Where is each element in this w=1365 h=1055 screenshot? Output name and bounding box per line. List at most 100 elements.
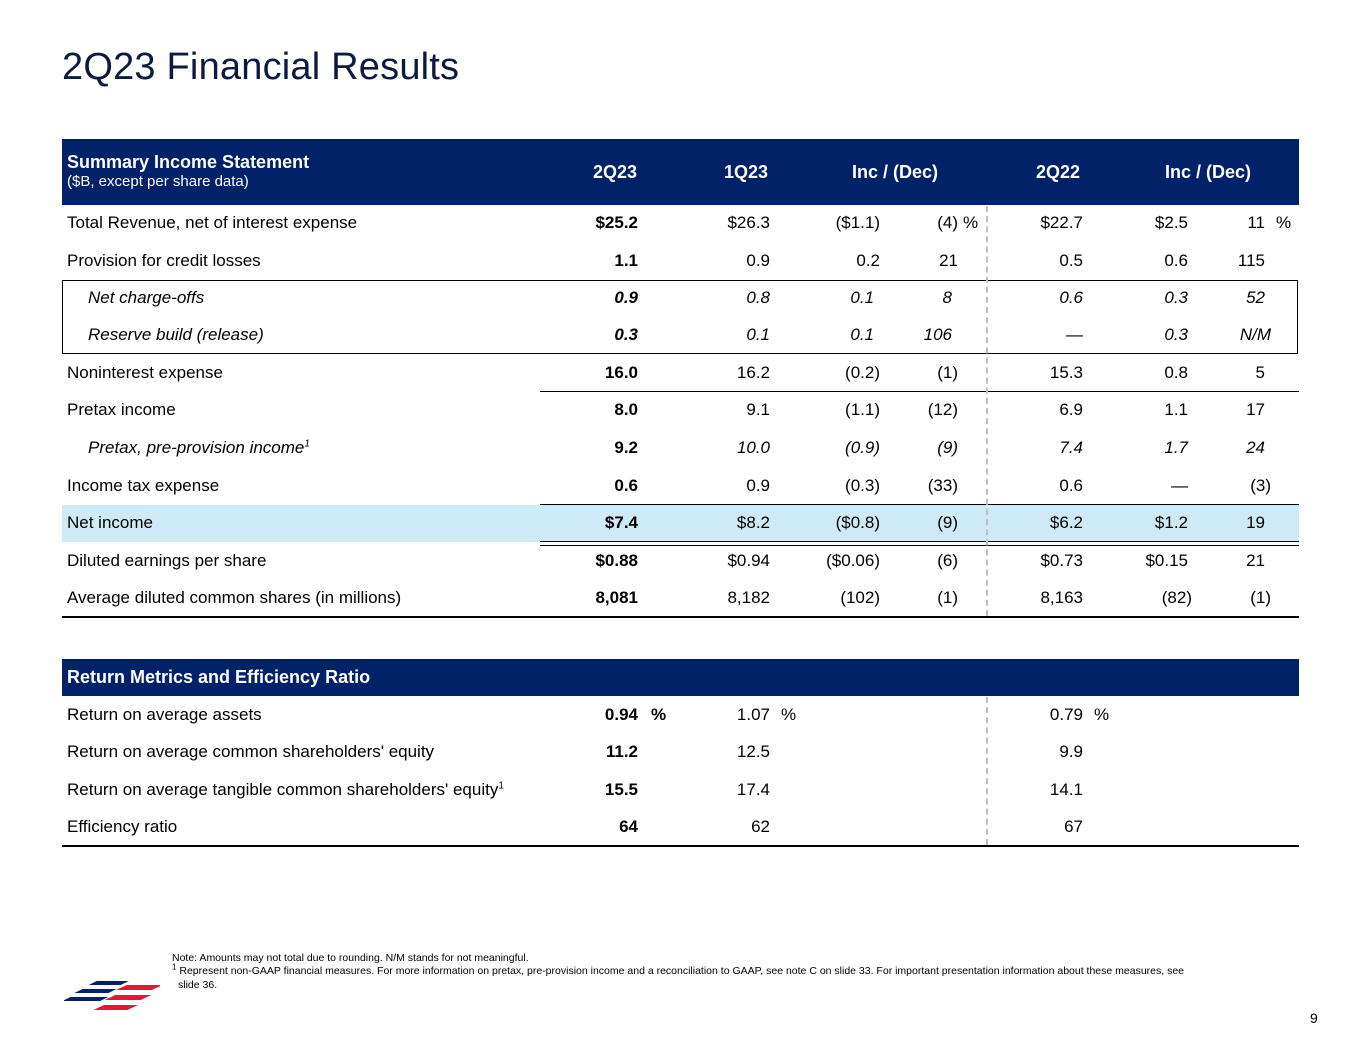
net-charge-offs-pct-2q: 52 [1246, 288, 1265, 307]
returns-bottom-rule [62, 845, 1299, 847]
net-income-inc-1q: ($0.8) [835, 513, 880, 532]
rotce-1q23: 17.4 [736, 780, 770, 799]
noninterest-expense-inc-1q: (0.2) [845, 363, 880, 382]
reserve-build-pct-1q: 106 [923, 325, 952, 344]
total-revenue-inc-2q: $2.5 [1154, 213, 1188, 232]
total-revenue-1q23: $26.3 [727, 213, 770, 232]
net-charge-offs-inc-1q: 0.1 [850, 288, 874, 307]
avg-diluted-shares-1q23: 8,182 [727, 588, 770, 607]
pretax-pre-provision-inc-2q: 1.7 [1164, 438, 1188, 457]
income-tax-1q23: 0.9 [746, 476, 770, 495]
efficiency-ratio-1q23: 62 [751, 817, 770, 836]
diluted-eps-inc-2q: $0.15 [1145, 551, 1188, 570]
provision-inc-1q: 0.2 [856, 251, 880, 270]
noninterest-expense-pct-1q: (1) [937, 363, 958, 382]
net-income-2q22: $6.2 [1049, 513, 1083, 532]
income-tax-inc-1q: (0.3) [845, 476, 880, 495]
net-income-highlight [62, 505, 1299, 542]
page-number: 9 [1310, 1010, 1318, 1026]
reserve-build-2q22: — [1066, 325, 1083, 344]
row-label-efficiency-ratio: Efficiency ratio [67, 817, 178, 836]
total-revenue-pct-unit-1q: % [963, 213, 979, 232]
income-header-label: Summary Income Statement [67, 152, 310, 172]
income-tax-2q22: 0.6 [1059, 476, 1083, 495]
reserve-build-inc-1q: 0.1 [850, 325, 874, 344]
rule-after-net-income-1 [540, 541, 1299, 542]
row-label-reserve-build: Reserve build (release) [88, 325, 264, 344]
row-label-income-tax: Income tax expense [67, 476, 220, 495]
diluted-eps-2q23: $0.88 [595, 551, 638, 570]
net-charge-offs-pct-1q: 8 [942, 288, 952, 307]
row-label-diluted-eps: Diluted earnings per share [67, 551, 267, 570]
pretax-income-pct-2q: 17 [1246, 400, 1265, 419]
pretax-pre-provision-2q23: 9.2 [614, 438, 638, 457]
diluted-eps-pct-2q: 21 [1246, 551, 1265, 570]
pretax-income-2q23: 8.0 [614, 400, 638, 419]
pretax-pre-provision-pct-1q: (9) [937, 438, 958, 457]
noninterest-expense-1q23: 16.2 [736, 363, 770, 382]
footnote-rounding: Note: Amounts may not total due to round… [172, 952, 529, 964]
col-header-2q23: 2Q23 [592, 162, 638, 182]
total-revenue-2q22: $22.7 [1040, 213, 1083, 232]
avg-diluted-shares-inc-2q: (82) [1161, 588, 1192, 607]
noninterest-expense-2q23: 16.0 [604, 363, 638, 382]
pretax-income-inc-1q: (1.1) [845, 400, 880, 419]
provision-detail-box [62, 280, 1298, 354]
row-label-pretax-pre-provision: Pretax, pre-provision income1 [88, 438, 310, 458]
net-income-1q23: $8.2 [736, 513, 770, 532]
diluted-eps-2q22: $0.73 [1040, 551, 1083, 570]
income-tax-pct-1q: (33) [927, 476, 958, 495]
income-tax-pct-2q: (3) [1250, 476, 1271, 495]
roa-1q23-unit: % [781, 705, 797, 724]
total-revenue-pct-2q: 11 [1247, 213, 1265, 232]
rotce-2q23: 15.5 [604, 780, 638, 799]
pretax-income-2q22: 6.9 [1059, 400, 1083, 419]
efficiency-ratio-2q23: 64 [619, 817, 638, 836]
rotce-label-text: Return on average tangible common shareh… [67, 780, 499, 799]
total-revenue-inc-1q: ($1.1) [835, 213, 880, 232]
reserve-build-1q23: 0.1 [746, 325, 770, 344]
row-label-provision: Provision for credit losses [67, 251, 261, 270]
net-income-2q23: $7.4 [604, 513, 638, 532]
pretax-income-1q23: 9.1 [746, 400, 770, 419]
income-dashed-separator [986, 206, 988, 616]
roa-2q22-unit: % [1094, 705, 1110, 724]
footnote-marker: 1 [172, 962, 177, 972]
roce-2q23: 11.2 [605, 742, 638, 761]
diluted-eps-pct-1q: (6) [937, 551, 958, 570]
total-revenue-pct-unit-2q: % [1276, 213, 1292, 232]
avg-diluted-shares-pct-2q: (1) [1250, 588, 1271, 607]
pretax-pre-provision-2q22: 7.4 [1059, 438, 1083, 457]
avg-diluted-shares-inc-1q: (102) [840, 588, 880, 607]
row-label-noninterest-expense: Noninterest expense [67, 363, 223, 382]
footnote-non-gaap-text: Represent non-GAAP financial measures. F… [179, 965, 1185, 977]
row-label-pretax-income: Pretax income [67, 400, 176, 419]
provision-pct-1q: 21 [939, 251, 958, 270]
roa-2q22: 0.79 [1049, 705, 1083, 724]
returns-dashed-separator [986, 697, 988, 845]
row-label-net-charge-offs: Net charge-offs [88, 288, 205, 307]
diluted-eps-inc-1q: ($0.06) [826, 551, 880, 570]
noninterest-expense-2q22: 15.3 [1049, 363, 1083, 382]
returns-header-band [62, 659, 1299, 696]
col-header-1q23: 1Q23 [723, 162, 769, 182]
rule-before-net-income [540, 504, 1299, 505]
provision-inc-2q: 0.6 [1164, 251, 1188, 270]
income-bottom-rule [62, 616, 1299, 618]
footnote-non-gaap: 1 Represent non-GAAP financial measures.… [172, 962, 1292, 978]
col-header-inc-dec-2q: Inc / (Dec) [1164, 162, 1252, 182]
net-charge-offs-2q23: 0.9 [614, 288, 638, 307]
income-tax-inc-2q: — [1171, 476, 1188, 495]
pretax-pre-provision-inc-1q: (0.9) [845, 438, 880, 457]
pretax-income-inc-2q: 1.1 [1164, 400, 1188, 419]
avg-diluted-shares-pct-1q: (1) [937, 588, 958, 607]
pretax-income-pct-1q: (12) [927, 400, 958, 419]
roce-1q23: 12.5 [736, 742, 770, 761]
pretax-pre-provision-pct-2q: 24 [1246, 438, 1265, 457]
roa-2q23-unit: % [651, 705, 667, 724]
reserve-build-pct-2q: N/M [1239, 325, 1271, 344]
roce-2q22: 9.9 [1059, 742, 1083, 761]
page-title: 2Q23 Financial Results [62, 46, 460, 88]
noninterest-expense-pct-2q: 5 [1255, 363, 1265, 382]
footnote-marker: 1 [304, 438, 310, 450]
